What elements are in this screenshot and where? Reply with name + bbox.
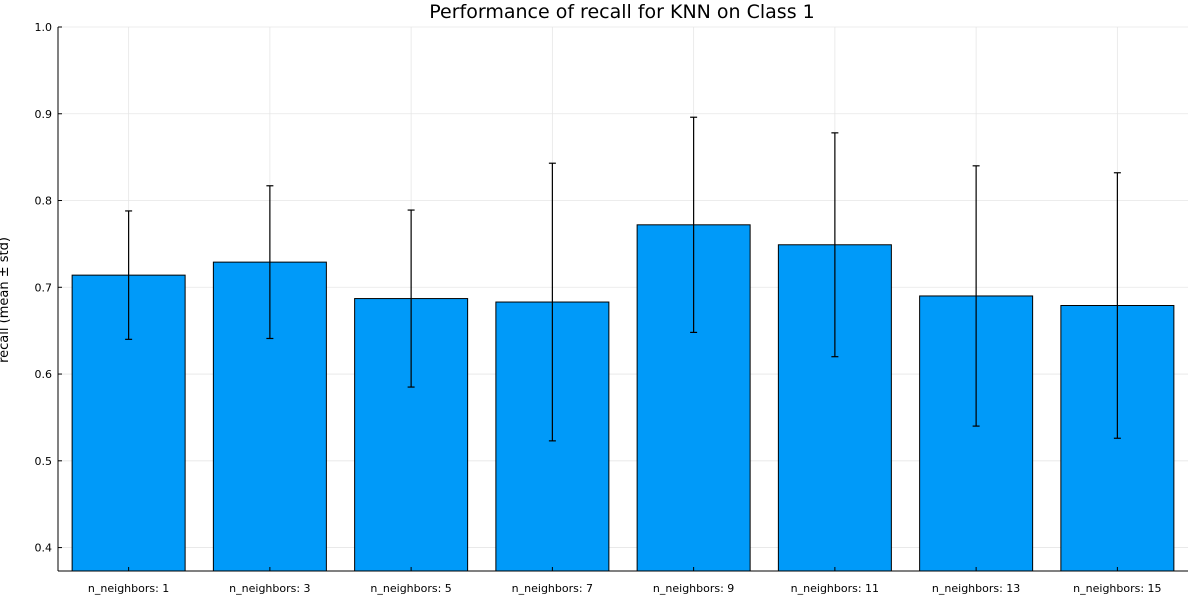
axes xyxy=(57,26,1188,572)
y-axis-label: recall (mean ± std) xyxy=(0,237,12,363)
bars xyxy=(71,224,1175,572)
x-tick-label: n_neighbors: 1 xyxy=(88,582,169,595)
x-tick-label: n_neighbors: 7 xyxy=(512,582,593,595)
x-tick-label: n_neighbors: 9 xyxy=(653,582,734,595)
y-tick-label: 0.7 xyxy=(35,281,53,294)
x-tick-label: n_neighbors: 5 xyxy=(370,582,451,595)
y-tick-label: 0.9 xyxy=(35,108,53,121)
chart-title: Performance of recall for KNN on Class 1 xyxy=(429,1,814,23)
y-tick-labels: 0.4 0.5 0.6 0.7 0.8 0.9 1.0 xyxy=(35,21,53,555)
y-tick-label: 0.6 xyxy=(35,368,53,381)
x-tick-label: n_neighbors: 3 xyxy=(229,582,310,595)
x-tick-label: n_neighbors: 13 xyxy=(932,582,1020,595)
error-bars xyxy=(125,116,1121,442)
x-tick-label: n_neighbors: 15 xyxy=(1073,582,1161,595)
y-tick-label: 1.0 xyxy=(35,21,53,34)
y-tick-label: 0.8 xyxy=(35,195,53,208)
y-tick-label: 0.5 xyxy=(35,455,53,468)
y-tick-label: 0.4 xyxy=(35,542,53,555)
x-tick-label: n_neighbors: 11 xyxy=(791,582,879,595)
x-tick-labels: n_neighbors: 1 n_neighbors: 3 n_neighbors:… xyxy=(88,582,1162,595)
